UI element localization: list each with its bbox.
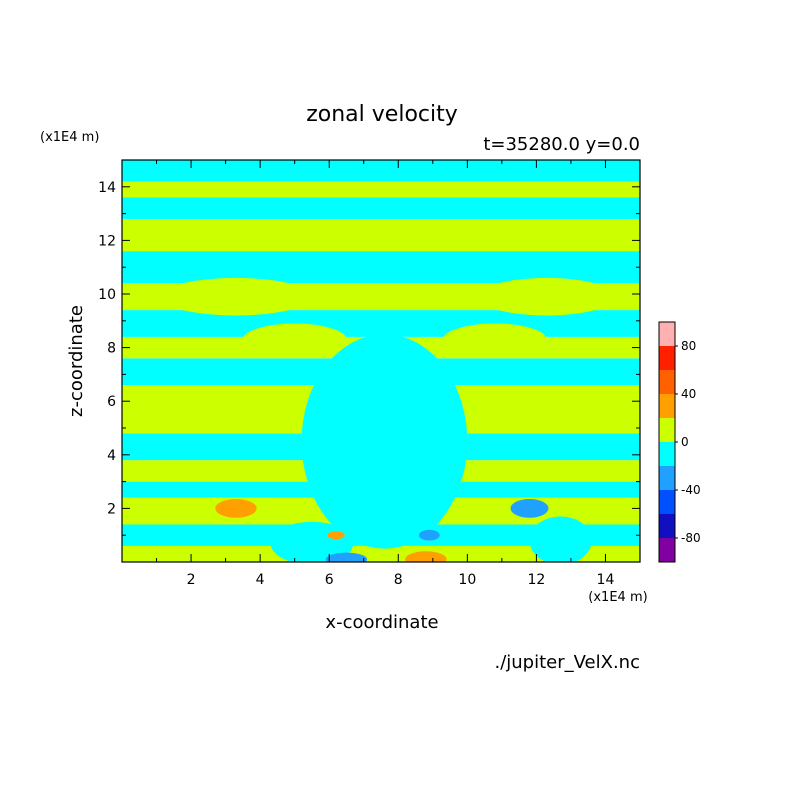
contour-band-13 [122,197,640,219]
colorbar-tick-label: -40 [681,483,701,497]
x-tick-label: 14 [597,572,615,588]
x-tick-label: 8 [394,572,403,588]
y-tick-label: 8 [107,341,116,357]
contour-patch-6 [443,323,547,356]
colorbar-segment-4 [659,442,675,466]
source-file-label: ./jupiter_VelX.nc [494,652,640,673]
y-tick-label: 4 [107,448,116,464]
contour-band-15 [122,160,640,182]
contour-patch-5 [242,323,347,356]
colorbar-tick-label: 0 [681,435,689,449]
y-tick-label: 12 [98,233,116,249]
colorbar-segment-2 [659,490,675,514]
contour-patch-0 [301,334,468,549]
contour-band-12 [122,218,640,252]
x-axis-label: x-coordinate [325,612,438,633]
colorbar-segment-1 [659,514,675,538]
contour-patch-7 [215,499,257,518]
contour-patch-10 [510,499,549,518]
colorbar-segment-7 [659,370,675,394]
y-axis-ticks: 2 4 6 8 10 12 14 [98,180,640,536]
y-unit-label: (x1E4 m) [40,130,99,145]
x-unit-label: (x1E4 m) [588,590,647,605]
contour-band-14 [122,181,640,198]
chart-subtitle: t=35280.0 y=0.0 [483,134,640,155]
y-tick-label: 2 [107,501,116,517]
contour-band-11 [122,251,640,284]
colorbar-segment-0 [659,538,675,562]
colorbar-segment-9 [659,322,675,346]
colorbar: -80 -40 0 40 80 [658,321,701,563]
contour-band-0 [122,545,640,562]
colorbar-segment-8 [659,346,675,370]
y-tick-label: 14 [98,180,116,196]
x-tick-label: 2 [187,572,196,588]
chart-title: zonal velocity [306,102,458,127]
colorbar-tick-label: -80 [681,531,701,545]
contour-field [122,160,640,562]
colorbar-tick-label: 40 [681,387,696,401]
x-tick-label: 12 [527,572,545,588]
contour-patch-4 [477,277,616,316]
x-axis-ticks: 2 4 6 8 10 12 14 [156,160,615,588]
contour-patch-2 [529,516,592,562]
contour-patch-3 [159,277,312,316]
x-tick-label: 10 [458,572,476,588]
y-tick-label: 6 [107,394,116,410]
x-tick-label: 4 [256,572,265,588]
colorbar-segment-3 [659,466,675,490]
plot-frame [121,159,641,563]
y-axis-label: z-coordinate [66,305,87,417]
contour-patch-9 [405,551,447,562]
contour-patch-12 [325,552,368,562]
colorbar-tick-label: 80 [681,339,696,353]
y-tick-label: 10 [98,287,116,303]
contour-patch-8 [327,531,345,540]
contour-patch-11 [418,529,440,541]
x-tick-label: 6 [325,572,334,588]
colorbar-segment-5 [659,418,675,442]
colorbar-segment-6 [659,394,675,418]
